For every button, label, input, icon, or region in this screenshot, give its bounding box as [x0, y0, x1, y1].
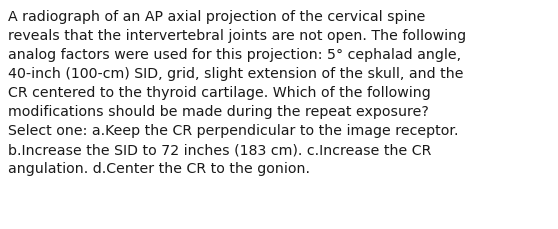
Text: A radiograph of an AP axial projection of the cervical spine
reveals that the in: A radiograph of an AP axial projection o…: [8, 10, 466, 175]
